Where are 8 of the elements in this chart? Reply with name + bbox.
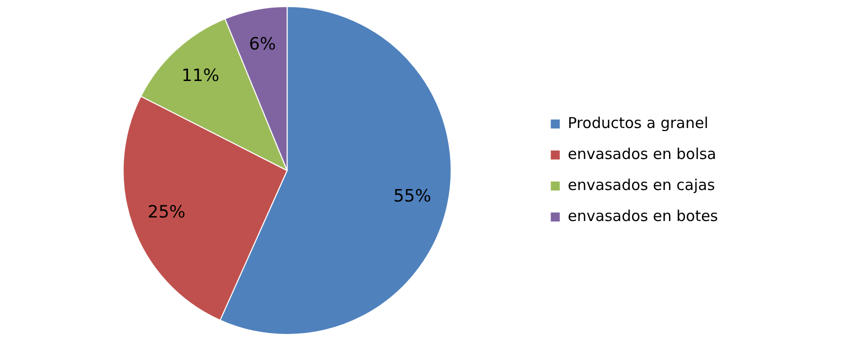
data-label: 25% bbox=[148, 202, 186, 223]
legend-label: envasados en cajas bbox=[568, 176, 716, 194]
data-label: 11% bbox=[182, 66, 220, 86]
data-label: 55% bbox=[393, 186, 432, 207]
legend-label: Productos a granel bbox=[568, 114, 708, 132]
legend-label: envasados en botes bbox=[568, 206, 718, 225]
legend-label: envasados en bolsa bbox=[568, 144, 716, 163]
data-label: 6% bbox=[248, 34, 276, 54]
